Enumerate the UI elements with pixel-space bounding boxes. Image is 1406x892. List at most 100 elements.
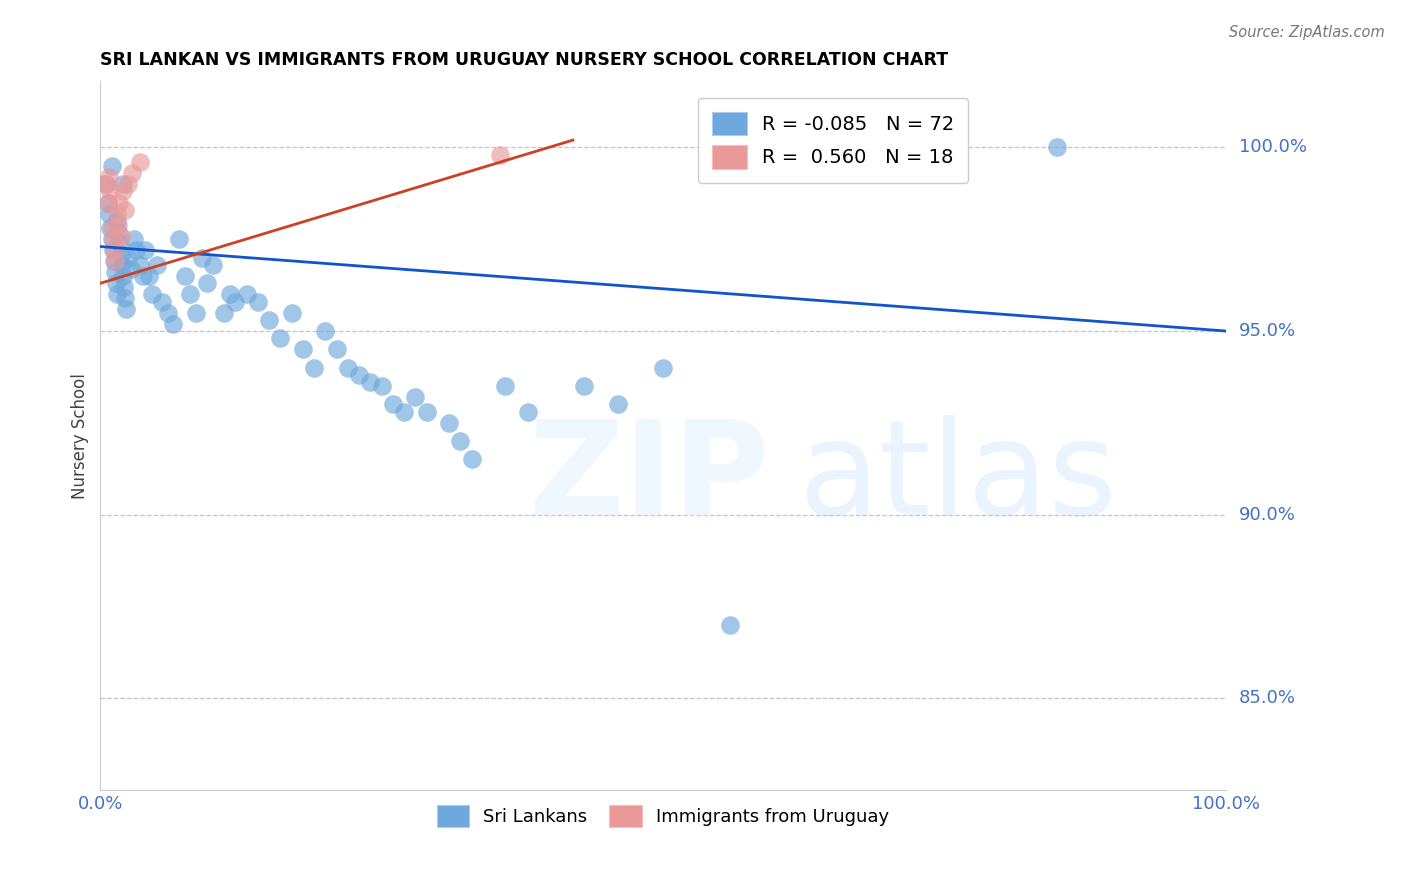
Point: [607, 397, 630, 411]
Point: [460, 452, 482, 467]
Point: [167, 232, 190, 246]
Point: [138, 268, 160, 283]
Point: [257, 313, 280, 327]
Point: [100, 185, 122, 199]
Point: [108, 235, 131, 250]
Point: [105, 206, 128, 220]
Point: [100, 221, 122, 235]
Point: [111, 268, 134, 283]
Point: [98, 169, 121, 184]
Point: [110, 228, 132, 243]
Point: [652, 360, 675, 375]
Point: [98, 206, 121, 220]
Point: [437, 416, 460, 430]
Point: [184, 305, 207, 319]
Point: [117, 251, 139, 265]
Text: 100.0%: 100.0%: [1239, 138, 1308, 156]
Point: [111, 177, 134, 191]
Point: [855, 140, 877, 154]
Point: [572, 379, 595, 393]
Point: [100, 232, 122, 246]
Point: [404, 390, 426, 404]
Point: [104, 254, 127, 268]
Point: [347, 368, 370, 382]
Point: [246, 294, 269, 309]
Point: [302, 360, 325, 375]
Point: [720, 617, 742, 632]
Point: [103, 254, 125, 268]
Point: [449, 434, 471, 449]
Point: [115, 301, 138, 316]
Point: [269, 331, 291, 345]
Text: 85.0%: 85.0%: [1239, 690, 1296, 707]
Point: [100, 159, 122, 173]
Point: [107, 225, 129, 239]
Point: [117, 177, 139, 191]
Text: SRI LANKAN VS IMMIGRANTS FROM URUGUAY NURSERY SCHOOL CORRELATION CHART: SRI LANKAN VS IMMIGRANTS FROM URUGUAY NU…: [100, 51, 949, 69]
Point: [150, 294, 173, 309]
Point: [121, 166, 143, 180]
Point: [111, 258, 134, 272]
Point: [105, 287, 128, 301]
Point: [134, 244, 156, 258]
Point: [195, 277, 218, 291]
Point: [101, 244, 124, 258]
Point: [110, 247, 132, 261]
Point: [381, 397, 404, 411]
Text: ZIP: ZIP: [527, 415, 769, 541]
Point: [162, 317, 184, 331]
Point: [325, 343, 347, 357]
Point: [190, 251, 212, 265]
Point: [128, 258, 150, 272]
Point: [104, 265, 127, 279]
Point: [201, 258, 224, 272]
Point: [336, 360, 359, 375]
Text: 95.0%: 95.0%: [1239, 322, 1296, 340]
Point: [314, 324, 336, 338]
Point: [516, 405, 538, 419]
Text: atlas: atlas: [799, 415, 1116, 541]
Point: [141, 287, 163, 301]
Point: [94, 177, 117, 191]
Point: [173, 268, 195, 283]
Point: [488, 148, 510, 162]
Point: [392, 405, 415, 419]
Point: [494, 379, 516, 393]
Point: [1046, 140, 1069, 154]
Point: [101, 232, 124, 246]
Point: [156, 305, 179, 319]
Point: [370, 379, 392, 393]
Point: [218, 287, 240, 301]
Point: [100, 221, 122, 235]
Point: [111, 185, 134, 199]
Text: 90.0%: 90.0%: [1239, 506, 1296, 524]
Point: [132, 268, 155, 283]
Point: [415, 405, 437, 419]
Point: [291, 343, 314, 357]
Point: [120, 261, 142, 276]
Point: [212, 305, 235, 319]
Point: [108, 195, 131, 210]
Point: [128, 155, 150, 169]
Point: [145, 258, 167, 272]
Point: [103, 244, 125, 258]
Legend: Sri Lankans, Immigrants from Uruguay: Sri Lankans, Immigrants from Uruguay: [429, 797, 897, 834]
Point: [105, 214, 128, 228]
Point: [235, 287, 257, 301]
Y-axis label: Nursery School: Nursery School: [72, 373, 89, 499]
Text: Source: ZipAtlas.com: Source: ZipAtlas.com: [1229, 25, 1385, 40]
Point: [125, 244, 148, 258]
Point: [280, 305, 302, 319]
Point: [107, 218, 129, 232]
Point: [97, 195, 120, 210]
Point: [224, 294, 246, 309]
Point: [94, 177, 117, 191]
Point: [105, 277, 128, 291]
Point: [114, 291, 136, 305]
Point: [122, 232, 145, 246]
Point: [114, 202, 136, 217]
Point: [179, 287, 201, 301]
Point: [112, 280, 135, 294]
Point: [359, 376, 381, 390]
Point: [97, 195, 120, 210]
